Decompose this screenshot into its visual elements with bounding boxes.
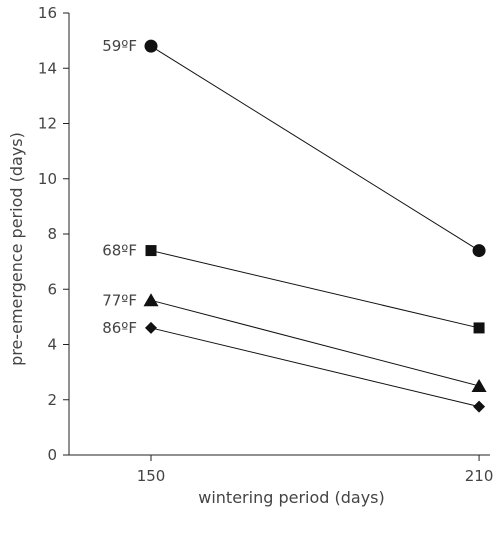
y-axis-title: pre-emergence period (days) [7,132,26,366]
axes [68,13,490,456]
y-tick-label: 10 [38,170,57,188]
x-tick-label: 210 [465,467,494,485]
diamond-point [473,400,486,413]
series-label: 77ºF [102,291,137,309]
square-point [473,322,485,334]
y-tick-label: 2 [47,391,57,409]
diamond-point [145,321,158,334]
square-point [145,245,157,257]
y-tick-label: 16 [38,4,57,22]
series-label: 86ºF [102,319,137,337]
y-tick-label: 8 [47,225,57,243]
y-tick-label: 12 [38,115,57,133]
series-label: 68ºF [102,242,137,260]
series-layer: 59ºF 68ºF 77ºF 86ºF [102,37,487,413]
triangle-point [143,293,159,307]
series-line [150,299,480,387]
circle-point [144,39,158,53]
triangle-point [471,378,487,392]
series-label: 59ºF [102,37,137,55]
y-tick-label: 6 [47,280,57,298]
series-77f: 77ºF [102,291,487,392]
y-tick-label: 14 [38,59,57,77]
circle-point [472,244,486,258]
series-line [150,250,480,329]
series-86f: 86ºF [102,319,486,413]
series-line [150,327,480,408]
series-line [150,45,480,251]
y-tick-label: 0 [47,446,57,464]
y-tick-label: 4 [47,336,57,354]
y-axis-ticks: 0 2 4 6 8 10 12 14 16 [38,4,69,464]
x-axis-title: wintering period (days) [198,488,385,507]
series-68f: 68ºF [102,242,485,334]
series-59f: 59ºF [102,37,486,258]
x-tick-label: 150 [137,467,166,485]
x-axis-ticks: 150 210 [137,455,494,485]
